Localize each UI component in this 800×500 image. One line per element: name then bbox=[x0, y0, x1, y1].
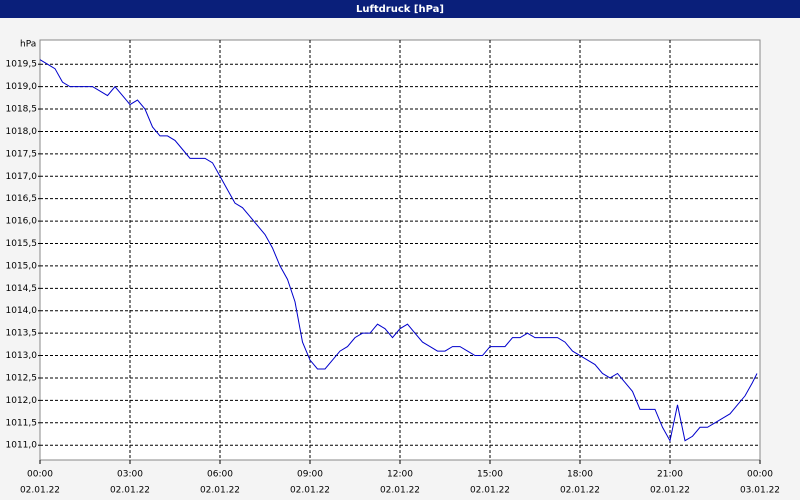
y-tick-label: 1017,0 bbox=[6, 172, 38, 182]
y-tick-label: 1011,0 bbox=[6, 441, 38, 451]
x-tick-label: 00:00 bbox=[747, 470, 773, 480]
y-tick-label: 1015,0 bbox=[6, 261, 38, 271]
y-tick-label: 1019,5 bbox=[6, 60, 38, 70]
x-tick-date: 02.01.22 bbox=[560, 486, 600, 496]
y-tick-label: 1011,5 bbox=[6, 418, 38, 428]
y-tick-label: 1013,0 bbox=[6, 351, 38, 361]
x-tick-date: 02.01.22 bbox=[20, 486, 60, 496]
title-bar bbox=[0, 0, 800, 18]
x-tick-date: 02.01.22 bbox=[200, 486, 240, 496]
x-tick-date: 02.01.22 bbox=[380, 486, 420, 496]
x-tick-date: 03.01.22 bbox=[740, 486, 780, 496]
y-tick-label: 1017,5 bbox=[6, 149, 38, 159]
x-tick-label: 21:00 bbox=[657, 470, 683, 480]
y-tick-label: 1018,0 bbox=[6, 127, 38, 137]
y-tick-label: 1014,5 bbox=[6, 284, 38, 294]
x-tick-label: 12:00 bbox=[387, 470, 413, 480]
x-tick-date: 02.01.22 bbox=[110, 486, 150, 496]
x-tick-label: 18:00 bbox=[567, 470, 593, 480]
line-series bbox=[39, 59, 758, 443]
y-unit: hPa bbox=[20, 40, 36, 50]
x-tick-label: 15:00 bbox=[477, 470, 503, 480]
y-tick-label: 1018,5 bbox=[6, 105, 38, 115]
y-tick-label: 1013,5 bbox=[6, 329, 38, 339]
y-tick-label: 1012,5 bbox=[6, 373, 38, 383]
x-tick-label: 03:00 bbox=[117, 470, 143, 480]
chart-title: Luftdruck [hPa] bbox=[356, 4, 444, 15]
x-tick-label: 00:00 bbox=[27, 470, 53, 480]
x-tick-date: 02.01.22 bbox=[290, 486, 330, 496]
y-tick-label: 1015,5 bbox=[6, 239, 38, 249]
y-tick-label: 1016,5 bbox=[6, 194, 38, 204]
y-tick-label: 1014,0 bbox=[6, 306, 38, 316]
x-tick-label: 06:00 bbox=[207, 470, 233, 480]
y-tick-label: 1016,0 bbox=[6, 217, 38, 227]
x-tick-date: 02.01.22 bbox=[650, 486, 690, 496]
y-tick-label: 1019,0 bbox=[6, 82, 38, 92]
x-tick-date: 02.01.22 bbox=[470, 486, 510, 496]
y-tick-label: 1012,0 bbox=[6, 396, 38, 406]
x-tick-label: 09:00 bbox=[297, 470, 323, 480]
